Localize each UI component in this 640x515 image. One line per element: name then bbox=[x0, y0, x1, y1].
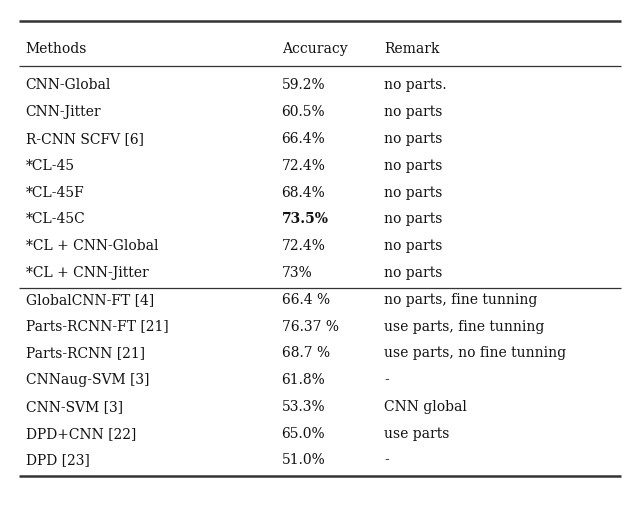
Text: 66.4 %: 66.4 % bbox=[282, 293, 330, 307]
Text: R-CNN SCFV [6]: R-CNN SCFV [6] bbox=[26, 132, 143, 146]
Text: use parts: use parts bbox=[384, 426, 449, 441]
Text: no parts, fine tunning: no parts, fine tunning bbox=[384, 293, 538, 307]
Text: 53.3%: 53.3% bbox=[282, 400, 325, 414]
Text: no parts: no parts bbox=[384, 159, 442, 173]
Text: use parts, no fine tunning: use parts, no fine tunning bbox=[384, 346, 566, 360]
Text: Remark: Remark bbox=[384, 42, 440, 56]
Text: 68.4%: 68.4% bbox=[282, 185, 325, 200]
Text: 76.37 %: 76.37 % bbox=[282, 319, 339, 334]
Text: *CL + CNN-Jitter: *CL + CNN-Jitter bbox=[26, 266, 148, 280]
Text: 72.4%: 72.4% bbox=[282, 159, 326, 173]
Text: -: - bbox=[384, 453, 388, 468]
Text: 61.8%: 61.8% bbox=[282, 373, 325, 387]
Text: no parts: no parts bbox=[384, 239, 442, 253]
Text: *CL-45C: *CL-45C bbox=[26, 212, 85, 227]
Text: -: - bbox=[384, 373, 388, 387]
Text: DPD [23]: DPD [23] bbox=[26, 453, 90, 468]
Text: CNN global: CNN global bbox=[384, 400, 467, 414]
Text: 60.5%: 60.5% bbox=[282, 105, 325, 119]
Text: 59.2%: 59.2% bbox=[282, 78, 325, 93]
Text: 51.0%: 51.0% bbox=[282, 453, 325, 468]
Text: 65.0%: 65.0% bbox=[282, 426, 325, 441]
Text: CNN-Global: CNN-Global bbox=[26, 78, 111, 93]
Text: *CL + CNN-Global: *CL + CNN-Global bbox=[26, 239, 158, 253]
Text: 68.7 %: 68.7 % bbox=[282, 346, 330, 360]
Text: DPD+CNN [22]: DPD+CNN [22] bbox=[26, 426, 136, 441]
Text: 72.4%: 72.4% bbox=[282, 239, 326, 253]
Text: *CL-45: *CL-45 bbox=[26, 159, 75, 173]
Text: no parts: no parts bbox=[384, 185, 442, 200]
Text: 73%: 73% bbox=[282, 266, 312, 280]
Text: no parts.: no parts. bbox=[384, 78, 447, 93]
Text: use parts, fine tunning: use parts, fine tunning bbox=[384, 319, 545, 334]
Text: Parts-RCNN [21]: Parts-RCNN [21] bbox=[26, 346, 145, 360]
Text: no parts: no parts bbox=[384, 132, 442, 146]
Text: no parts: no parts bbox=[384, 105, 442, 119]
Text: Accuracy: Accuracy bbox=[282, 42, 348, 56]
Text: *CL-45F: *CL-45F bbox=[26, 185, 84, 200]
Text: CNN-SVM [3]: CNN-SVM [3] bbox=[26, 400, 123, 414]
Text: 73.5%: 73.5% bbox=[282, 212, 328, 227]
Text: Parts-RCNN-FT [21]: Parts-RCNN-FT [21] bbox=[26, 319, 168, 334]
Text: CNN-Jitter: CNN-Jitter bbox=[26, 105, 101, 119]
Text: CNNaug-SVM [3]: CNNaug-SVM [3] bbox=[26, 373, 149, 387]
Text: no parts: no parts bbox=[384, 212, 442, 227]
Text: GlobalCNN-FT [4]: GlobalCNN-FT [4] bbox=[26, 293, 154, 307]
Text: Methods: Methods bbox=[26, 42, 87, 56]
Text: 66.4%: 66.4% bbox=[282, 132, 325, 146]
Text: no parts: no parts bbox=[384, 266, 442, 280]
